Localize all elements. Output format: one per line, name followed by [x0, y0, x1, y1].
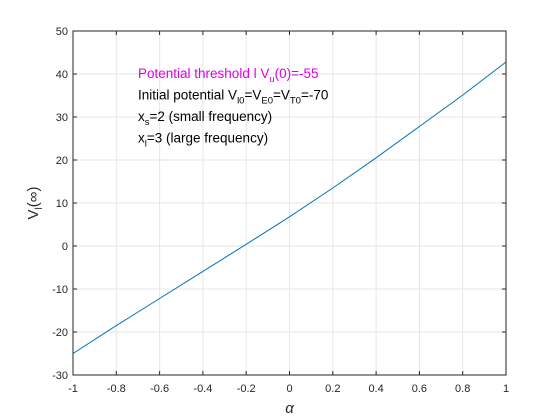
y-axis-label-main: V: [25, 209, 42, 219]
y-tick-labels: -30 -20 -10 0 10 20 30 40 50: [52, 26, 68, 382]
y-tick-label: -10: [52, 284, 68, 296]
x-tick-label: -0.2: [237, 383, 256, 395]
y-tick-label: 0: [62, 241, 68, 253]
x-tick-label: -0.4: [193, 383, 212, 395]
x-tick-labels: -1 -0.8 -0.6 -0.4 -0.2 0 0.2 0.4 0.6 0.8 1: [68, 383, 509, 395]
annotation-text: =V: [273, 88, 290, 103]
y-tick-label: 20: [56, 155, 68, 167]
y-tick-label: 50: [56, 26, 68, 38]
annotation-text: x: [138, 131, 145, 146]
annotation-line: xs=2 (small frequency): [138, 109, 272, 128]
y-tick-label: -30: [52, 370, 68, 382]
tick-marks: [72, 30, 507, 376]
annotation-line: Initial potential Vl0=VE0=VT0=-70: [138, 88, 328, 107]
y-tick-label: -20: [52, 327, 68, 339]
annotation-text: =V: [244, 88, 261, 103]
y-axis-label-tail: (∞): [25, 187, 42, 208]
annotation-block: Potential threshold l Vu(0)=-55 Initial p…: [138, 66, 328, 150]
annotation-text: Initial potential V: [138, 88, 237, 103]
annotation-subscript: l: [145, 139, 147, 150]
x-tick-label: 1: [503, 383, 509, 395]
x-tick-label: -1: [68, 383, 78, 395]
y-tick-label: 40: [56, 69, 68, 81]
annotation-text: Potential threshold l V: [138, 66, 269, 81]
annotation-text: (0)=-55: [275, 66, 319, 81]
annotation-line: xl=3 (large frequency): [138, 131, 268, 150]
annotation-text: =2 (small frequency): [150, 109, 273, 124]
annotation-subscript: T0: [290, 96, 301, 107]
annotation-subscript: s: [145, 117, 150, 128]
x-axis-label: α: [285, 400, 294, 417]
x-tick-label: -0.6: [150, 383, 169, 395]
annotation-text: =-70: [301, 88, 328, 103]
x-tick-label: 0: [286, 383, 292, 395]
y-axis-label-sub: l: [34, 207, 45, 209]
annotation-text: x: [138, 109, 145, 124]
annotation-subscript: l0: [237, 96, 244, 107]
annotation-subscript: u: [269, 74, 274, 85]
annotation-text: =3 (large frequency): [147, 131, 268, 146]
x-tick-label: 0.8: [455, 383, 470, 395]
x-tick-label: 0.2: [325, 383, 340, 395]
annotation-subscript: E0: [261, 96, 273, 107]
y-tick-label: 30: [56, 112, 68, 124]
y-tick-label: 10: [56, 198, 68, 210]
series-layer: [72, 61, 507, 354]
series-line: [72, 61, 507, 354]
x-tick-label: 0.6: [412, 383, 427, 395]
x-tick-label: -0.8: [107, 383, 126, 395]
y-axis-label: Vl(∞): [25, 187, 45, 220]
annotation-line: Potential threshold l Vu(0)=-55: [138, 66, 319, 85]
x-tick-label: 0.4: [368, 383, 383, 395]
